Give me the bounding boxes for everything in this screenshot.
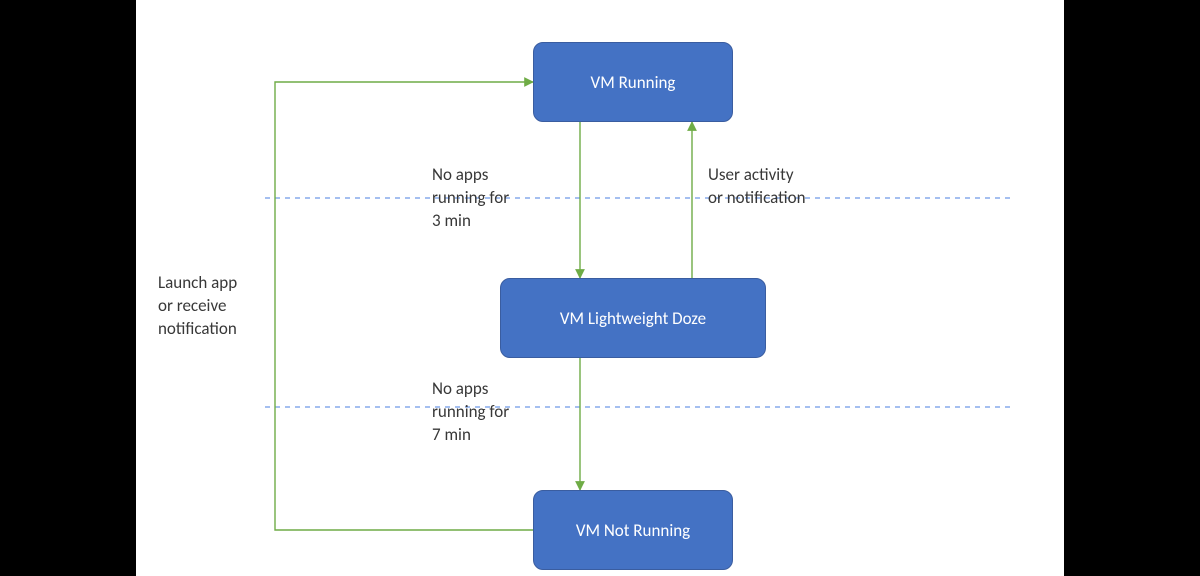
- label-launch-app: Launch app or receive notification: [158, 272, 237, 341]
- left-black-bar: [0, 0, 136, 576]
- node-vm-lightweight-doze: VM Lightweight Doze: [500, 278, 766, 358]
- node-label: VM Lightweight Doze: [560, 308, 706, 329]
- label-no-apps-7min: No apps running for 7 min: [432, 378, 509, 447]
- label-no-apps-3min: No apps running for 3 min: [432, 164, 509, 233]
- label-user-activity: User activity or notification: [708, 164, 806, 210]
- node-label: VM Running: [591, 72, 676, 93]
- node-vm-not-running: VM Not Running: [533, 490, 733, 570]
- right-black-bar: [1064, 0, 1200, 576]
- edge-notrunning-to-running: [275, 82, 533, 530]
- node-vm-running: VM Running: [533, 42, 733, 122]
- node-label: VM Not Running: [576, 520, 690, 541]
